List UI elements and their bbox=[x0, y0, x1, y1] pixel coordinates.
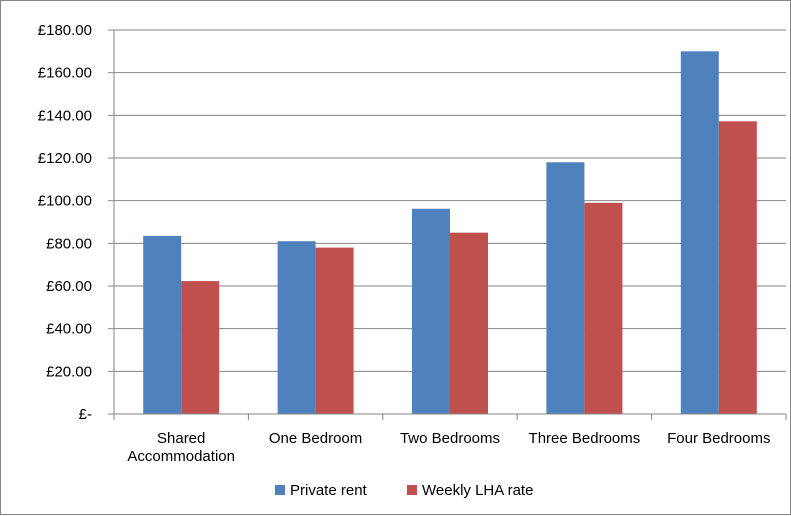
y-tick-label: £20.00 bbox=[46, 363, 92, 380]
x-category-labels: Shared Accommodation One Bedroom Two Bedroo… bbox=[127, 430, 770, 465]
bars bbox=[143, 51, 757, 414]
bar-private-rent bbox=[277, 241, 316, 414]
x-category-label: Four Bedrooms bbox=[667, 430, 770, 447]
y-tick-label: £140.00 bbox=[38, 107, 92, 124]
axes bbox=[108, 29, 787, 420]
y-tick-label: £160.00 bbox=[38, 65, 92, 82]
y-tick-label: £80.00 bbox=[46, 235, 92, 252]
x-category-label: Two Bedrooms bbox=[400, 430, 500, 447]
x-category-label: Three Bedrooms bbox=[529, 430, 641, 447]
y-tick-label: £- bbox=[79, 406, 92, 423]
bar-weekly-lha-rate bbox=[584, 202, 623, 414]
y-tick-label: £60.00 bbox=[46, 278, 92, 295]
y-tick-label: £180.00 bbox=[38, 22, 92, 39]
bar-weekly-lha-rate bbox=[450, 232, 488, 414]
gridlines bbox=[114, 29, 786, 372]
bar-weekly-lha-rate bbox=[181, 281, 220, 414]
x-category-label: One Bedroom bbox=[269, 430, 362, 447]
y-tick-label: £100.00 bbox=[38, 193, 92, 210]
bar-private-rent bbox=[680, 51, 719, 414]
bar-weekly-lha-rate bbox=[315, 247, 354, 414]
bar-weekly-lha-rate bbox=[718, 121, 757, 414]
y-tick-label: £40.00 bbox=[46, 321, 92, 338]
x-category-label: Shared Accommodation bbox=[127, 430, 235, 465]
legend-swatch bbox=[275, 485, 285, 495]
y-tick-labels: £- £20.00 £40.00 £60.00 £80.00 £100.00 £120.00… bbox=[38, 22, 92, 423]
bar-private-rent bbox=[412, 208, 450, 414]
bar-private-rent bbox=[546, 162, 585, 414]
legend-label: Weekly LHA rate bbox=[422, 482, 533, 499]
y-tick-label: £120.00 bbox=[38, 150, 92, 167]
legend-swatch bbox=[407, 485, 417, 495]
bar-private-rent bbox=[143, 235, 182, 414]
legend-label: Private rent bbox=[290, 482, 368, 499]
legend: Private rent Weekly LHA rate bbox=[275, 482, 533, 499]
